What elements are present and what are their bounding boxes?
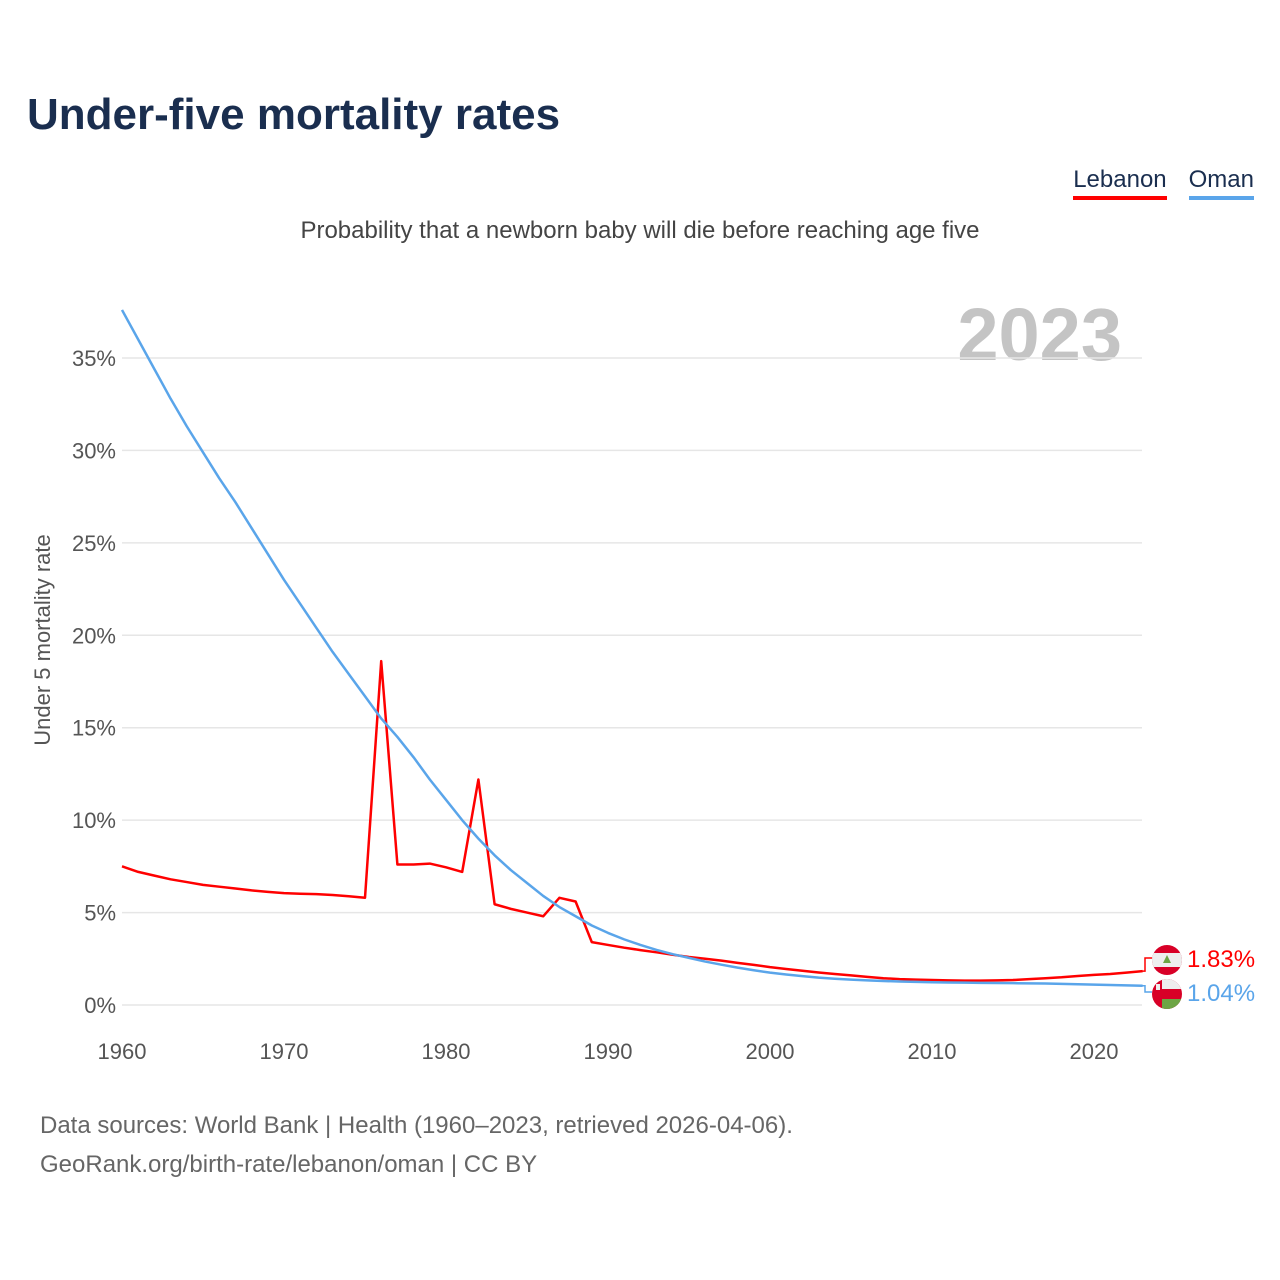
leader-line xyxy=(1142,985,1152,993)
leader-line xyxy=(1142,957,1152,972)
y-tick-label: 10% xyxy=(72,808,116,833)
x-tick-label: 2010 xyxy=(908,1039,957,1064)
x-tick-label: 1990 xyxy=(584,1039,633,1064)
legend-item-lebanon[interactable]: Lebanon xyxy=(1073,166,1167,200)
chart-subtitle: Probability that a newborn baby will die… xyxy=(300,217,980,244)
y-tick-label: 15% xyxy=(72,716,116,741)
y-tick-label: 35% xyxy=(72,346,116,371)
y-tick-label: 0% xyxy=(84,993,116,1018)
y-axis-label: Under 5 mortality rate xyxy=(30,534,55,746)
oman-flag-icon xyxy=(1152,979,1182,1009)
y-tick-label: 5% xyxy=(84,901,116,926)
x-tick-label: 1980 xyxy=(422,1039,471,1064)
x-tick-label: 2020 xyxy=(1070,1039,1119,1064)
x-tick-label: 1970 xyxy=(260,1039,309,1064)
end-value-label-lebanon: 1.83% xyxy=(1187,946,1255,973)
source-note: Data sources: World Bank | Health (1960–… xyxy=(40,1106,793,1184)
chart-title: Under-five mortality rates xyxy=(27,90,561,139)
y-tick-label: 30% xyxy=(72,438,116,463)
legend: Lebanon Oman xyxy=(1073,166,1254,200)
end-value-label-oman: 1.04% xyxy=(1187,980,1255,1007)
source-line-1: Data sources: World Bank | Health (1960–… xyxy=(40,1112,793,1139)
source-line-2[interactable]: GeoRank.org/birth-rate/lebanon/oman | CC… xyxy=(40,1151,538,1178)
x-tick-label: 2000 xyxy=(746,1039,795,1064)
legend-item-oman[interactable]: Oman xyxy=(1188,166,1254,200)
y-tick-label: 20% xyxy=(72,623,116,648)
series-line-lebanon xyxy=(121,659,1143,982)
lebanon-flag-icon xyxy=(1152,945,1182,975)
series-line-oman xyxy=(120,309,1143,988)
x-tick-label: 1960 xyxy=(98,1039,147,1064)
y-tick-label: 25% xyxy=(72,531,116,556)
year-watermark: 2023 xyxy=(957,293,1122,376)
